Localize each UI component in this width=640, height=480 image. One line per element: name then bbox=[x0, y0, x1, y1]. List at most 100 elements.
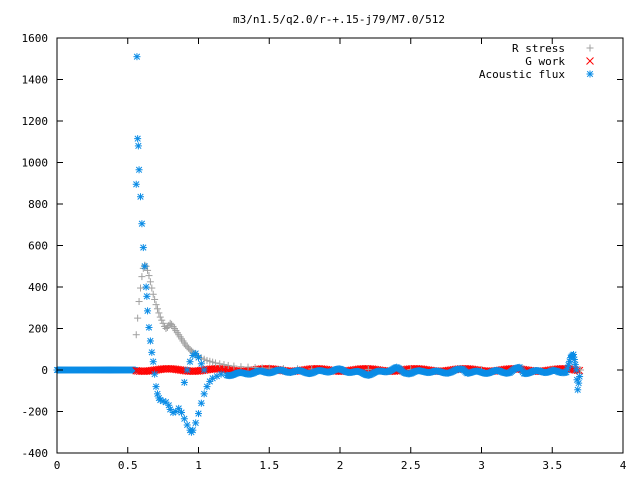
acoustic-flux-point bbox=[195, 354, 202, 362]
plot-area bbox=[53, 53, 585, 436]
acoustic-flux-point bbox=[151, 370, 159, 378]
acoustic-flux-point bbox=[180, 415, 188, 423]
acoustic-flux-point bbox=[165, 401, 173, 409]
acoustic-flux-point bbox=[152, 383, 160, 391]
r-stress-point bbox=[149, 290, 157, 298]
y-tick-label: 1600 bbox=[22, 32, 49, 45]
x-tick-label: 2.5 bbox=[401, 459, 421, 472]
r-stress-point bbox=[216, 360, 224, 368]
r-stress-point bbox=[148, 284, 156, 292]
acoustic-flux-point bbox=[192, 419, 200, 427]
acoustic-flux-point bbox=[134, 135, 142, 143]
acoustic-flux-point bbox=[178, 409, 186, 417]
acoustic-flux-point bbox=[133, 53, 141, 61]
y-tick-label: -200 bbox=[22, 406, 49, 419]
r-stress-point bbox=[220, 361, 228, 369]
acoustic-flux-point bbox=[138, 220, 146, 228]
r-stress-point bbox=[224, 361, 232, 369]
acoustic-flux-point bbox=[141, 262, 149, 270]
g-work-point bbox=[575, 366, 584, 375]
acoustic-flux-point bbox=[145, 323, 153, 331]
acoustic-flux-point bbox=[180, 378, 188, 386]
r-stress-point bbox=[134, 314, 142, 322]
y-tick-label: 0 bbox=[41, 364, 48, 377]
acoustic-flux-point bbox=[192, 349, 200, 357]
acoustic-flux-point bbox=[575, 379, 583, 387]
axes: 0 0.5 1 1.5 2 2.5 3 3.5 4 -400 -200 0 200 400 600 800 10… bbox=[22, 32, 627, 472]
legend-label: R stress bbox=[512, 42, 565, 55]
acoustic-flux-point bbox=[186, 358, 194, 366]
y-tick-label: -400 bbox=[22, 447, 49, 460]
r-stress-point bbox=[145, 272, 153, 280]
acoustic-flux-point bbox=[189, 426, 197, 434]
y-tick-label: 200 bbox=[28, 323, 48, 336]
r-stress-point bbox=[136, 284, 144, 292]
acoustic-flux-point bbox=[135, 166, 143, 174]
x-tick-label: 3.5 bbox=[542, 459, 562, 472]
acoustic-flux-point bbox=[136, 193, 144, 201]
legend-marker bbox=[586, 44, 594, 52]
x-tick-label: 1 bbox=[195, 459, 202, 472]
acoustic-flux-point bbox=[139, 244, 147, 252]
y-tick-label: 600 bbox=[28, 240, 48, 253]
acoustic-flux-point bbox=[569, 351, 577, 359]
acoustic-flux-point bbox=[175, 404, 183, 412]
r-stress-point bbox=[244, 363, 252, 371]
acoustic-flux-point bbox=[576, 373, 584, 381]
r-stress-point bbox=[237, 363, 245, 371]
y-tick-label: 1400 bbox=[22, 74, 49, 87]
legend-marker bbox=[586, 70, 594, 78]
r-stress-point bbox=[155, 309, 163, 317]
legend-label: Acoustic flux bbox=[479, 68, 565, 81]
acoustic-flux-point bbox=[195, 410, 202, 418]
acoustic-flux-point bbox=[570, 356, 578, 364]
acoustic-flux-point bbox=[183, 366, 191, 374]
acoustic-flux-point bbox=[134, 142, 142, 150]
r-stress-point bbox=[156, 313, 164, 321]
acoustic-flux-point bbox=[197, 399, 205, 407]
x-tick-label: 2 bbox=[337, 459, 344, 472]
chart-title: m3/n1.5/q2.0/r-+.15-j79/M7.0/512 bbox=[233, 13, 445, 26]
acoustic-flux-point bbox=[148, 348, 156, 356]
acoustic-flux-point bbox=[200, 366, 208, 374]
x-tick-label: 1.5 bbox=[259, 459, 279, 472]
r-stress-point bbox=[211, 359, 219, 367]
r-stress-point bbox=[159, 319, 167, 327]
acoustic-flux-point bbox=[217, 370, 225, 378]
r-stress-point bbox=[158, 316, 166, 324]
r-stress-point bbox=[132, 331, 140, 339]
acoustic-flux-point bbox=[149, 358, 157, 366]
x-tick-label: 0 bbox=[54, 459, 61, 472]
r-stress-point bbox=[230, 362, 238, 370]
r-stress-point bbox=[144, 266, 152, 274]
acoustic-flux-point bbox=[142, 283, 150, 291]
acoustic-flux-point bbox=[200, 390, 208, 398]
acoustic-flux-point bbox=[144, 307, 152, 315]
r-stress-point bbox=[138, 273, 146, 281]
acoustic-flux-point bbox=[574, 386, 582, 394]
legend-marker bbox=[586, 57, 594, 65]
r-stress-point bbox=[146, 278, 154, 286]
acoustic-flux-point bbox=[132, 180, 140, 188]
x-tick-label: 3 bbox=[478, 459, 485, 472]
x-tick-label: 0.5 bbox=[118, 459, 138, 472]
y-tick-label: 400 bbox=[28, 281, 48, 294]
y-tick-label: 1000 bbox=[22, 157, 49, 170]
acoustic-flux-point bbox=[572, 366, 580, 374]
acoustic-flux-point bbox=[143, 292, 151, 300]
acoustic-flux-point bbox=[563, 365, 571, 373]
legend-label: G work bbox=[525, 55, 565, 68]
y-tick-label: 1200 bbox=[22, 115, 49, 128]
r-stress-point bbox=[152, 301, 160, 309]
x-tick-label: 4 bbox=[620, 459, 627, 472]
acoustic-flux-point bbox=[183, 421, 191, 429]
r-stress-point bbox=[135, 298, 143, 306]
acoustic-flux-point bbox=[571, 361, 579, 369]
acoustic-flux-point bbox=[197, 360, 205, 368]
acoustic-flux-point bbox=[203, 383, 211, 391]
r-stress-point bbox=[153, 305, 161, 313]
acoustic-flux-point bbox=[146, 337, 154, 345]
r-stress-point bbox=[151, 295, 159, 303]
